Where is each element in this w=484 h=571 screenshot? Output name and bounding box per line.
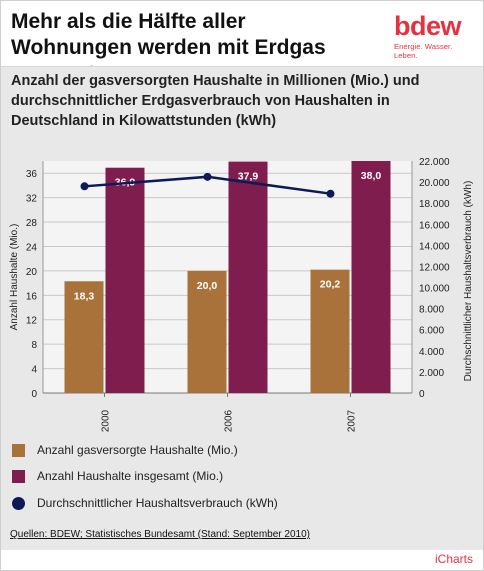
legend-swatch-consumption xyxy=(12,497,25,510)
legend-label: Durchschnittlicher Haushaltsverbrauch (k… xyxy=(37,496,278,510)
bar-label-total-households: 38,0 xyxy=(361,170,382,182)
x-tick-label: 2007 xyxy=(347,409,358,432)
y2-tick-label: 14.000 xyxy=(419,241,450,252)
plot-background xyxy=(43,161,412,393)
y2-tick-label: 18.000 xyxy=(419,199,450,210)
bar-label-gas-households: 20,0 xyxy=(197,280,218,292)
y-tick-label: 24 xyxy=(26,242,38,253)
bar-gas-households xyxy=(64,281,104,393)
bdew-logo[interactable]: bdew Energie. Wasser. Leben. xyxy=(394,11,474,61)
legend-label: Anzahl gasversorgte Haushalte (Mio.) xyxy=(37,443,238,457)
point-consumption xyxy=(326,189,335,198)
logo-tagline: Energie. Wasser. Leben. xyxy=(394,42,453,60)
y2-tick-label: 8.000 xyxy=(419,305,444,316)
y2-tick-label: 6.000 xyxy=(419,326,444,337)
bar-total-households xyxy=(228,161,268,393)
subtitle-area: Anzahl der gasversorgten Haushalte in Mi… xyxy=(1,67,483,135)
y2-tick-label: 22.000 xyxy=(419,157,450,168)
y-axis-title: Anzahl Haushalte (Mio.) xyxy=(9,224,20,331)
y-tick-label: 16 xyxy=(26,291,38,302)
y-tick-label: 0 xyxy=(31,389,37,400)
bar-label-total-households: 37,9 xyxy=(238,171,259,183)
bar-gas-households xyxy=(310,269,350,393)
logo-wordmark: bdew xyxy=(394,11,462,41)
y2-tick-label: 16.000 xyxy=(419,220,450,231)
y2-axis-title: Durchschnittlicher Haushaltsverbrauch (k… xyxy=(463,181,474,382)
header-divider xyxy=(1,66,483,67)
legend-label: Anzahl Haushalte insgesamt (Mio.) xyxy=(37,469,224,483)
bar-gas-households xyxy=(187,270,227,393)
footer: iCharts xyxy=(1,550,483,570)
y2-tick-label: 20.000 xyxy=(419,178,450,189)
x-tick-label: 2006 xyxy=(224,409,235,432)
bar-label-gas-households: 18,3 xyxy=(74,290,95,302)
y-tick-label: 4 xyxy=(31,365,37,376)
legend-swatch-gas-households xyxy=(12,444,25,457)
y-tick-label: 32 xyxy=(26,194,38,205)
icharts-brand[interactable]: iCharts xyxy=(434,552,473,566)
bar-total-households xyxy=(351,161,391,393)
y2-tick-label: 2.000 xyxy=(419,368,444,379)
y-tick-label: 8 xyxy=(31,340,37,351)
bar-label-gas-households: 20,2 xyxy=(320,279,341,291)
chart-subtitle: Anzahl der gasversorgten Haushalte in Mi… xyxy=(11,73,420,129)
source-link[interactable]: Quellen: BDEW; Statistisches Bundesamt (… xyxy=(10,529,310,540)
point-consumption xyxy=(203,172,212,181)
y-tick-label: 20 xyxy=(26,267,38,278)
legend-item-total-households[interactable]: Anzahl Haushalte insgesamt (Mio.) xyxy=(12,468,412,492)
y2-tick-label: 10.000 xyxy=(419,284,450,295)
y-tick-label: 36 xyxy=(26,169,38,180)
x-tick-label: 2000 xyxy=(101,409,112,432)
header: Mehr als die Hälfte aller Wohnungen werd… xyxy=(1,1,483,85)
y2-tick-label: 4.000 xyxy=(419,347,444,358)
y-tick-label: 12 xyxy=(26,316,38,327)
y2-tick-label: 0 xyxy=(419,389,425,400)
bar-total-households xyxy=(105,167,145,393)
y2-tick-label: 12.000 xyxy=(419,262,450,273)
legend-item-gas-households[interactable]: Anzahl gasversorgte Haushalte (Mio.) xyxy=(12,442,412,466)
legend-item-consumption[interactable]: Durchschnittlicher Haushaltsverbrauch (k… xyxy=(12,495,412,519)
legend-swatch-total-households xyxy=(12,470,25,483)
point-consumption xyxy=(80,182,89,191)
y-tick-label: 28 xyxy=(26,218,38,229)
